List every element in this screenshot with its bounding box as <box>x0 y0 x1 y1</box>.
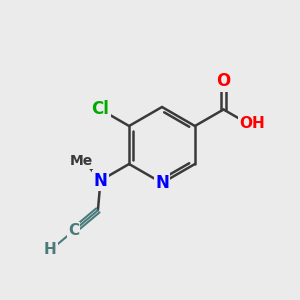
Text: Cl: Cl <box>92 100 110 118</box>
Text: OH: OH <box>239 116 265 131</box>
Text: O: O <box>216 73 231 91</box>
Text: N: N <box>94 172 107 190</box>
Text: Me: Me <box>70 154 93 168</box>
Text: H: H <box>44 242 56 257</box>
Text: N: N <box>155 174 169 192</box>
Text: C: C <box>68 224 79 238</box>
